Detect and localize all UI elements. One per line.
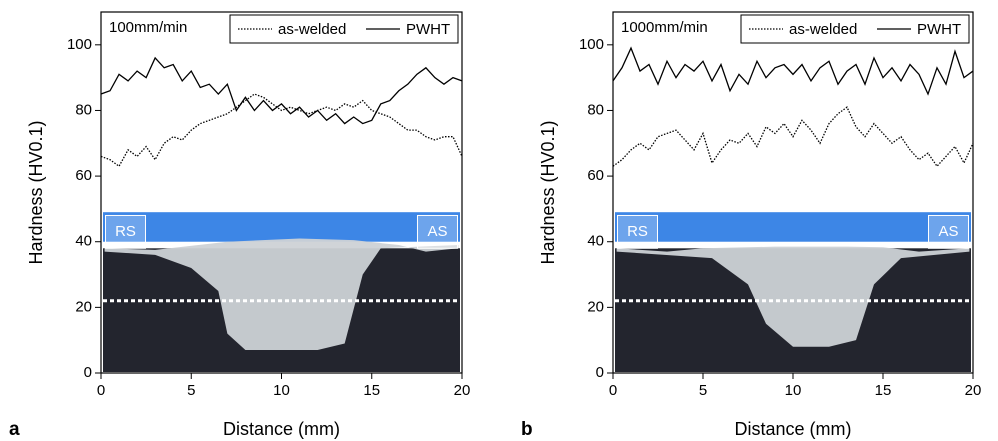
legend-label: as-welded (278, 21, 346, 38)
photo-label: RS (627, 223, 648, 240)
x-tick-label: 20 (454, 382, 471, 399)
y-tick-label: 100 (67, 36, 92, 53)
x-axis-title: Distance (mm) (734, 419, 851, 439)
y-tick-label: 0 (596, 364, 604, 381)
x-tick-label: 0 (609, 382, 617, 399)
series-line (612, 46, 974, 96)
y-tick-label: 0 (84, 364, 92, 381)
y-tick-label: 20 (75, 298, 92, 315)
x-tick-label: 0 (97, 382, 105, 399)
annotation: 1000mm/min (621, 19, 708, 36)
y-tick-label: 80 (587, 101, 604, 118)
photo-background (615, 212, 971, 242)
photo-label-box (105, 214, 147, 249)
weld-photo: RS AS (103, 212, 460, 372)
y-tick-label: 100 (579, 36, 604, 53)
y-tick-label: 60 (75, 167, 92, 184)
photo-label: RS (115, 223, 136, 240)
weld-nugget (104, 238, 459, 351)
x-tick-label: 15 (875, 382, 892, 399)
series-line (612, 106, 974, 168)
photo-label: AS (938, 223, 958, 240)
legend-label: as-welded (789, 21, 857, 38)
photo-label-box (416, 214, 458, 249)
y-tick-label: 40 (587, 233, 604, 250)
x-tick-label: 5 (699, 382, 707, 399)
photo-label: AS (427, 223, 447, 240)
photo-background (103, 212, 460, 242)
panel-label: a (9, 419, 20, 440)
x-tick-label: 15 (363, 382, 380, 399)
x-tick-label: 10 (273, 382, 290, 399)
photo-label-box (928, 214, 969, 249)
x-axis-title: Distance (mm) (223, 419, 340, 439)
y-tick-label: 80 (75, 101, 92, 118)
series-line (100, 93, 463, 168)
series-line (100, 56, 463, 125)
weld-photo: RS AS (615, 212, 971, 372)
x-tick-label: 20 (965, 382, 982, 399)
y-axis-title: Hardness (HV0.1) (26, 120, 46, 264)
panel-label: b (521, 419, 533, 440)
y-axis-title: Hardness (HV0.1) (538, 120, 558, 264)
x-tick-label: 10 (785, 382, 802, 399)
photo-label-box (617, 214, 658, 249)
y-tick-label: 20 (587, 298, 604, 315)
legend-label: PWHT (406, 21, 450, 38)
x-tick-label: 5 (187, 382, 195, 399)
y-tick-label: 60 (587, 167, 604, 184)
y-tick-label: 40 (75, 233, 92, 250)
annotation: 100mm/min (109, 19, 187, 36)
legend-label: PWHT (917, 21, 961, 38)
weld-nugget (616, 246, 970, 347)
